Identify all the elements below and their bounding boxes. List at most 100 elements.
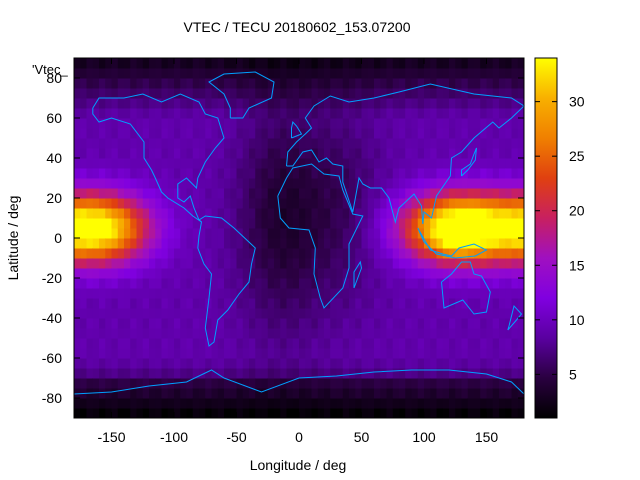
heat-cell bbox=[330, 128, 337, 139]
heat-cell bbox=[92, 68, 100, 79]
heat-cell bbox=[261, 208, 269, 219]
heat-cell bbox=[474, 338, 481, 349]
heat-cell bbox=[211, 218, 219, 229]
heat-cell bbox=[349, 348, 356, 359]
heat-cell bbox=[136, 118, 144, 129]
heat-cell bbox=[117, 68, 125, 79]
heat-cell bbox=[330, 88, 337, 99]
heat-cell bbox=[367, 118, 375, 129]
heat-cell bbox=[517, 248, 525, 259]
heat-cell bbox=[292, 358, 300, 369]
heat-cell bbox=[155, 78, 162, 89]
heat-cell bbox=[92, 368, 100, 379]
heat-cell bbox=[505, 398, 512, 409]
heat-cell bbox=[274, 78, 281, 89]
heat-cell bbox=[111, 158, 119, 169]
heat-cell bbox=[224, 208, 231, 219]
heat-cell bbox=[111, 188, 119, 199]
heat-cell bbox=[192, 98, 200, 109]
heat-cell bbox=[236, 108, 244, 119]
heat-cell bbox=[199, 328, 206, 339]
heat-cell bbox=[142, 168, 150, 179]
heat-cell bbox=[442, 118, 450, 129]
y-tick-label: -60 bbox=[42, 350, 62, 366]
heat-cell bbox=[130, 68, 137, 79]
heat-cell bbox=[142, 68, 150, 79]
heat-cell bbox=[311, 348, 319, 359]
heat-cell bbox=[474, 318, 481, 329]
heat-cell bbox=[274, 318, 281, 329]
heat-cell bbox=[355, 128, 362, 139]
heat-cell bbox=[161, 118, 169, 129]
heat-cell bbox=[455, 388, 462, 399]
heat-cell bbox=[417, 248, 425, 259]
heat-cell bbox=[199, 268, 206, 279]
heat-cell bbox=[142, 298, 150, 309]
heat-cell bbox=[286, 298, 294, 309]
heat-cell bbox=[205, 78, 212, 89]
colorbar bbox=[534, 57, 558, 419]
heat-cell bbox=[461, 128, 469, 139]
heat-cell bbox=[180, 278, 187, 289]
heat-cell bbox=[311, 108, 319, 119]
heat-cell bbox=[455, 268, 462, 279]
heat-cell bbox=[355, 278, 362, 289]
heat-cell bbox=[417, 168, 425, 179]
heat-cell bbox=[374, 388, 381, 399]
heat-cell bbox=[267, 358, 275, 369]
heat-cell bbox=[399, 78, 406, 89]
heat-cell bbox=[442, 348, 450, 359]
heat-cell bbox=[117, 228, 125, 239]
heat-cell bbox=[105, 198, 112, 209]
heat-cell bbox=[299, 378, 306, 389]
heat-cell bbox=[211, 128, 219, 139]
heat-cell bbox=[399, 168, 406, 179]
heat-cell bbox=[142, 398, 150, 409]
heat-cell bbox=[149, 258, 156, 269]
heat-cell bbox=[74, 148, 81, 159]
heat-cell bbox=[186, 228, 194, 239]
heat-cell bbox=[105, 348, 112, 359]
heat-cell bbox=[142, 288, 150, 299]
heat-cell bbox=[299, 198, 306, 209]
heat-cell bbox=[174, 208, 181, 219]
heat-cell bbox=[417, 58, 425, 69]
heat-cell bbox=[486, 218, 494, 229]
heat-cell bbox=[399, 118, 406, 129]
heat-cell bbox=[186, 288, 194, 299]
heat-cell bbox=[155, 278, 162, 289]
heat-cell bbox=[399, 68, 406, 79]
heat-cell bbox=[511, 298, 519, 309]
heat-cell bbox=[86, 58, 94, 69]
heat-cell bbox=[174, 78, 181, 89]
heat-cell bbox=[274, 328, 281, 339]
heat-cell bbox=[174, 238, 181, 249]
heat-cell bbox=[74, 108, 81, 119]
heat-cell bbox=[492, 138, 500, 149]
heat-cell bbox=[317, 328, 325, 339]
heat-cell bbox=[499, 368, 506, 379]
heat-cell bbox=[399, 378, 406, 389]
heat-cell bbox=[80, 258, 87, 269]
heat-cell bbox=[455, 288, 462, 299]
heat-cell bbox=[405, 158, 412, 169]
heat-cell bbox=[349, 198, 356, 209]
heat-cell bbox=[149, 328, 156, 339]
heat-cell bbox=[349, 148, 356, 159]
heat-cell bbox=[217, 308, 225, 319]
heat-cell bbox=[411, 398, 419, 409]
heat-cell bbox=[186, 218, 194, 229]
heat-cell bbox=[192, 408, 200, 419]
heat-cell bbox=[467, 118, 475, 129]
heat-cell bbox=[349, 278, 356, 289]
heat-cell bbox=[467, 358, 475, 369]
heat-cell bbox=[380, 98, 387, 109]
heat-cell bbox=[324, 328, 331, 339]
heat-cell bbox=[299, 348, 306, 359]
heat-cell bbox=[142, 368, 150, 379]
heat-cell bbox=[105, 78, 112, 89]
heat-cell bbox=[211, 258, 219, 269]
heat-cell bbox=[242, 228, 250, 239]
heat-cell bbox=[367, 108, 375, 119]
heat-cell bbox=[361, 238, 369, 249]
